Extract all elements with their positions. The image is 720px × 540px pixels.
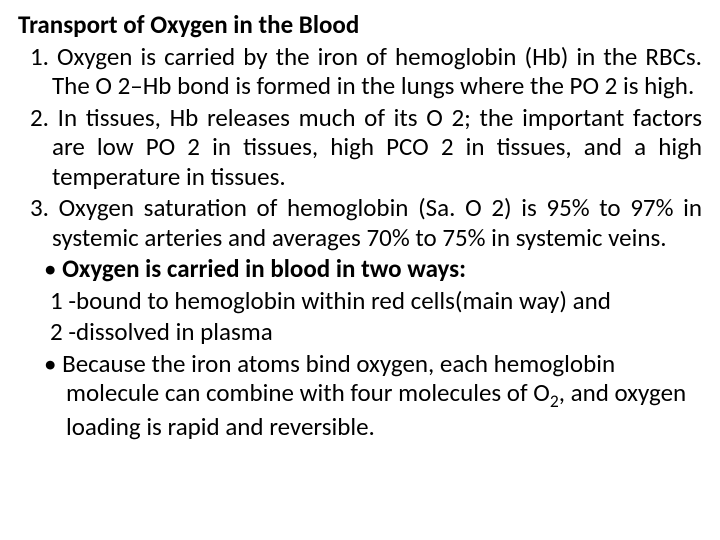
list-item-1: 1. Oxygen is carried by the iron of hemo…	[18, 42, 702, 101]
bullet-2-pre: Because the iron atoms bind oxygen, each…	[62, 348, 615, 409]
bullet-item-1: Oxygen is carried in blood in two ways:	[18, 254, 702, 284]
bullet-item-2: Because the iron atoms bind oxygen, each…	[18, 349, 702, 442]
bullet-1-text: Oxygen is carried in blood in two ways:	[62, 253, 466, 284]
list-item-3: 3. Oxygen saturation of hemoglobin (Sa. …	[18, 193, 702, 252]
sub-item-1: 1 -bound to hemoglobin within red cells(…	[18, 286, 702, 316]
slide-title: Transport of Oxygen in the Blood	[18, 10, 702, 40]
list-item-2: 2. In tissues, Hb releases much of its O…	[18, 103, 702, 192]
slide-body: Transport of Oxygen in the Blood 1. Oxyg…	[0, 0, 720, 451]
sub-item-2: 2 -dissolved in plasma	[18, 317, 702, 347]
bullet-2-subscript: 2	[550, 390, 559, 412]
